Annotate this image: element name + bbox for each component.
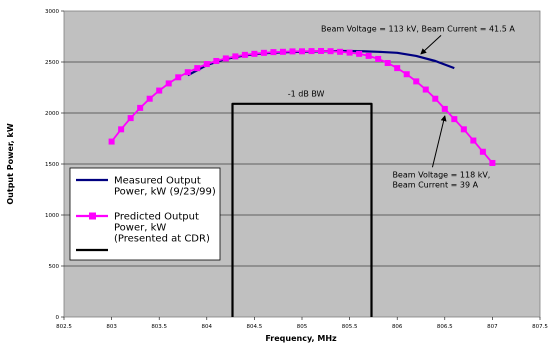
series-1-point-13 <box>232 53 239 60</box>
series-1-point-18 <box>279 48 286 55</box>
series-1-point-37 <box>460 126 467 133</box>
series-layer <box>108 47 496 317</box>
series-1-point-19 <box>289 48 296 55</box>
legend-swatch-marker-1 <box>89 212 96 220</box>
series-1-point-7 <box>175 74 182 81</box>
series-1-point-3 <box>137 104 144 111</box>
y-tick-label-5: 2500 <box>45 60 59 66</box>
series-1-point-8 <box>184 69 191 76</box>
series-2-line <box>231 102 373 317</box>
series-1-point-34 <box>432 95 439 102</box>
series-1-point-27 <box>365 52 372 59</box>
series-1-point-32 <box>413 78 420 85</box>
series-1-point-14 <box>241 51 248 58</box>
series-1-point-38 <box>470 137 477 144</box>
annotation-0-arrow <box>420 35 442 55</box>
series-1-point-39 <box>479 148 486 155</box>
annotation-1: -1 dB BW <box>288 90 325 99</box>
series-1-point-35 <box>441 105 448 112</box>
annotation-2-line-1: Beam Current = 39 A <box>392 180 478 189</box>
legend-label-1-line-0: Predicted Output <box>114 212 199 223</box>
series-1 <box>108 47 496 166</box>
x-tick-label-7: 806 <box>392 324 403 330</box>
series-1-point-21 <box>308 48 315 55</box>
series-1-point-10 <box>203 61 210 68</box>
series-1-point-1 <box>118 126 125 133</box>
series-1-point-23 <box>327 48 334 55</box>
series-1-point-36 <box>451 116 458 123</box>
annotation-2-line-0: Beam Voltage = 118 kV, <box>392 170 490 179</box>
x-tick-label-1: 803 <box>106 324 117 330</box>
series-1-point-12 <box>222 55 229 62</box>
x-tick-label-4: 804.5 <box>247 324 263 330</box>
series-1-point-15 <box>251 50 258 57</box>
series-1-point-9 <box>194 65 201 72</box>
series-1-point-16 <box>260 49 267 56</box>
x-tick-label-9: 807 <box>487 324 498 330</box>
series-1-point-2 <box>127 115 134 122</box>
series-1-point-0 <box>108 138 115 145</box>
x-tick-label-0: 802.5 <box>56 324 72 330</box>
series-1-point-11 <box>213 57 220 64</box>
legend: Measured Output Power, kW (9/23/99) Predic… <box>69 167 221 261</box>
legend-label-0: Measured Output Power, kW (9/23/99) <box>114 176 216 198</box>
series-1-point-33 <box>422 86 429 93</box>
x-axis-title: Frequency, MHz <box>265 334 337 343</box>
series-1-point-40 <box>489 159 496 166</box>
legend-label-0-line-1: Power, kW (9/23/99) <box>114 187 216 198</box>
series-1-point-6 <box>165 80 172 87</box>
annotation-2: Beam Voltage = 118 kV, Beam Current = 39 … <box>392 170 490 189</box>
y-tick-label-4: 2000 <box>45 111 59 117</box>
annotation-1-line-0: -1 dB BW <box>288 90 325 99</box>
x-tick-label-3: 804 <box>202 324 213 330</box>
series-2 <box>231 102 373 317</box>
series-1-point-24 <box>337 48 344 55</box>
series-1-point-4 <box>146 95 153 102</box>
y-tick-label-6: 3000 <box>45 9 59 15</box>
x-tick-label-6: 805.5 <box>342 324 358 330</box>
x-tick-label-8: 806.5 <box>437 324 453 330</box>
y-tick-label-1: 500 <box>49 264 60 270</box>
series-1-point-17 <box>270 49 277 56</box>
series-1-point-28 <box>375 55 382 62</box>
y-axis-ticks: 0 500 1000 1500 2000 2500 3000 <box>45 9 64 321</box>
annotation-0: Beam Voltage = 113 kV, Beam Current = 41… <box>321 24 515 33</box>
legend-label-0-line-0: Measured Output <box>114 176 201 187</box>
series-1-point-25 <box>346 49 353 56</box>
series-1-point-5 <box>156 87 163 94</box>
y-axis-title: Output Power, kW <box>6 123 15 204</box>
y-tick-label-2: 1000 <box>45 213 59 219</box>
legend-label-1-line-2: (Presented at CDR) <box>114 234 210 245</box>
y-tick-label-0: 0 <box>56 315 60 321</box>
series-1-point-31 <box>403 71 410 78</box>
x-tick-label-5: 805 <box>297 324 308 330</box>
x-tick-label-10: 807.5 <box>532 324 548 330</box>
series-1-point-29 <box>384 60 391 67</box>
y-tick-label-3: 1500 <box>45 162 59 168</box>
annotation-0-line-0: Beam Voltage = 113 kV, Beam Current = 41… <box>321 24 515 33</box>
series-1-point-22 <box>318 47 325 54</box>
annotation-2-arrow <box>431 115 447 168</box>
legend-label-1-line-1: Power, kW <box>114 223 166 234</box>
x-tick-label-2: 803.5 <box>151 324 167 330</box>
annotations: Beam Voltage = 113 kV, Beam Current = 41… <box>288 24 516 189</box>
series-1-point-30 <box>394 65 401 72</box>
series-1-point-26 <box>356 50 363 57</box>
x-axis-ticks: 802.5 803 803.5 804 804.5 805 805.5 806 806.5 807… <box>56 317 548 330</box>
series-1-point-20 <box>299 48 305 55</box>
legend-label-1: Predicted Output Power, kW (Presented at C… <box>114 212 210 245</box>
